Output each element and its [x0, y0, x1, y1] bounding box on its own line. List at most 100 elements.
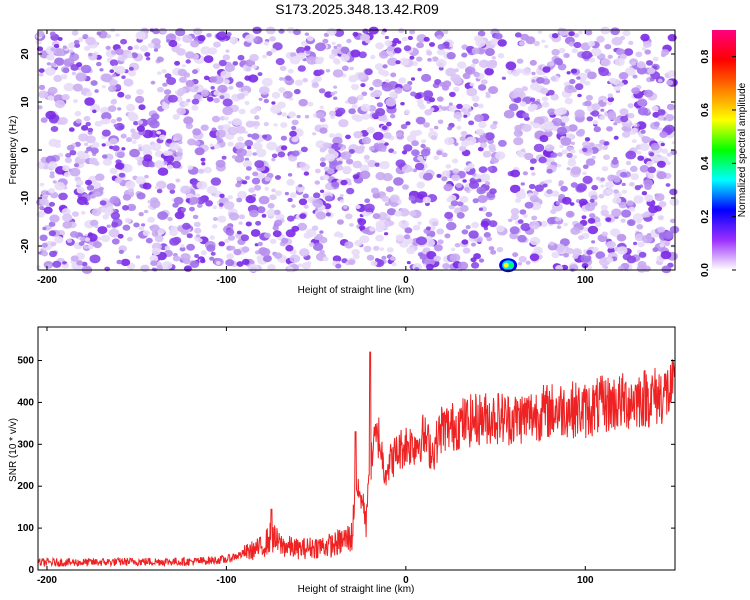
spectrogram-cell — [433, 155, 440, 161]
spectrogram-cell — [511, 70, 520, 77]
spectrogram-cell — [566, 167, 571, 171]
spectrogram-cell — [183, 265, 192, 272]
spectrogram-cell — [637, 261, 647, 269]
spectrogram-cell — [460, 130, 468, 137]
spectrogram-cell — [256, 172, 265, 180]
spectrogram-cell — [517, 234, 527, 243]
spectrogram-cell — [320, 157, 326, 163]
spectrogram-cell — [475, 128, 485, 136]
spectrogram-cell — [619, 35, 626, 41]
spectrogram-cell — [111, 221, 119, 228]
spectrogram-cell — [541, 96, 549, 102]
colorbar-tick-label: 0.2 — [700, 209, 711, 223]
spectrogram-cell — [643, 89, 654, 98]
spectrogram-cell — [393, 177, 404, 186]
spectrogram-cell — [50, 47, 56, 52]
spectrogram-cell — [263, 41, 269, 46]
spectrogram-cell — [236, 148, 247, 157]
spectrogram-cell — [69, 167, 81, 177]
snr-x-ticks: -200 -100 0 100 — [37, 327, 594, 586]
snr-x-tick-label: -100 — [216, 575, 236, 586]
spectrogram-cell — [176, 107, 186, 116]
spectrogram-cell — [176, 91, 184, 97]
spectrogram-cell — [496, 246, 504, 253]
spectrogram-cell — [598, 66, 606, 73]
spectrogram-cell — [177, 68, 187, 77]
spectrogram-cell — [621, 126, 628, 132]
spectrogram-cell — [278, 87, 286, 93]
spectrogram-cell — [351, 104, 358, 109]
spectrogram-cell — [219, 95, 225, 100]
snr-frame — [37, 326, 676, 571]
spectrogram-cell — [156, 71, 162, 75]
spectrogram-cell — [558, 180, 564, 185]
spectrogram-cell — [520, 148, 526, 153]
spectrogram-cell — [194, 147, 205, 156]
spectrogram-cell — [106, 34, 112, 39]
spectrogram-cell — [414, 129, 423, 136]
spectrogram-cell — [251, 133, 260, 140]
spectrogram-cell — [253, 38, 258, 42]
spectrogram-cell — [375, 234, 384, 242]
spectrogram-cell — [478, 121, 487, 129]
spectrogram-cell — [657, 109, 666, 116]
spectrogram-cell — [555, 59, 564, 66]
spectrogram-cell — [607, 54, 613, 59]
spectrogram-cell — [401, 36, 408, 42]
spectrogram-cell — [238, 108, 246, 115]
spectrogram-cell — [657, 226, 666, 233]
spectrogram-cell — [360, 33, 370, 42]
spectrogram-cell — [40, 190, 48, 196]
spectrogram-cell — [62, 67, 70, 74]
spectrogram-cell — [416, 56, 423, 62]
spectrogram-cell — [402, 184, 409, 190]
spectrogram-cell — [480, 142, 488, 148]
spectrogram-cell — [101, 143, 106, 147]
spectrogram-cell — [441, 106, 448, 111]
spectrogram-cell — [286, 266, 294, 272]
spectrogram-cell — [591, 110, 600, 117]
spectrogram-cell — [630, 165, 638, 172]
spectrogram-cell — [547, 217, 557, 225]
spectrogram-cell — [193, 93, 202, 100]
spectrogram-cell — [339, 194, 344, 198]
spectrogram-cell — [147, 216, 156, 223]
spectrogram-cell — [135, 95, 145, 104]
spectrogram-cell — [58, 117, 68, 125]
spectrogram-x-tick-label: 0 — [403, 275, 409, 286]
spectrogram-cell — [50, 126, 59, 132]
spectrogram-cell — [532, 190, 539, 196]
spectrogram-cell — [150, 80, 156, 85]
spectrogram-cell — [369, 86, 374, 91]
spectrogram-cell — [127, 46, 133, 51]
spectrogram-cell — [375, 42, 384, 50]
spectrogram-cell — [600, 184, 605, 188]
colorbar-tick-label: 0.4 — [700, 156, 711, 170]
spectrogram-cell — [593, 126, 601, 133]
spectrogram-cell — [149, 254, 159, 263]
spectrogram-cell — [89, 254, 101, 264]
spectrogram-cell — [385, 97, 397, 107]
spectrogram-cell — [319, 147, 326, 153]
spectrogram-cell — [319, 249, 325, 255]
spectrogram-cell — [480, 220, 489, 228]
spectrogram-cell — [585, 158, 596, 166]
spectrogram-cell — [429, 127, 434, 132]
spectrogram-cell — [69, 150, 77, 156]
spectrogram-cell — [85, 135, 96, 144]
spectrogram-cell — [105, 45, 111, 51]
spectrogram-cell — [357, 72, 367, 80]
spectrogram-cell — [436, 228, 445, 235]
spectrogram-cell — [36, 30, 45, 37]
spectrogram-cell — [54, 57, 65, 66]
snr-series-line — [37, 351, 676, 568]
spectrogram-cell — [387, 45, 394, 52]
spectrogram-cell — [550, 94, 559, 101]
spectrogram-cell — [516, 58, 524, 64]
spectrogram-cell — [86, 184, 95, 191]
spectrogram-cell — [128, 187, 135, 193]
spectrogram-cell — [533, 143, 545, 153]
spectrogram-cell — [468, 230, 479, 239]
spectrogram-cell — [76, 196, 88, 205]
spectrogram-cell — [570, 182, 578, 188]
